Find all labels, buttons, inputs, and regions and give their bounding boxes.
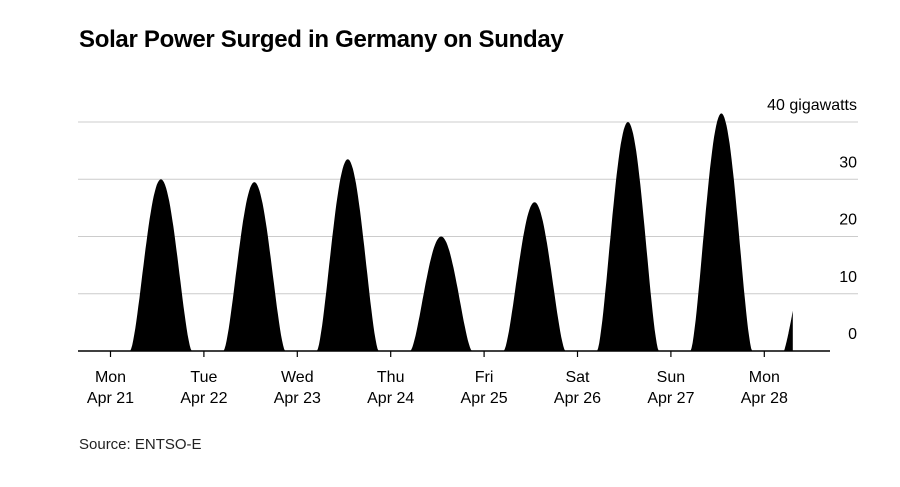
x-tick-label-date: Apr 24 [367, 390, 414, 407]
x-tick-label-date: Apr 28 [741, 390, 788, 407]
y-tick-label-20: 20 [839, 212, 857, 229]
chart-title: Solar Power Surged in Germany on Sunday [79, 26, 564, 53]
solar-area-mon-apr-21 [130, 179, 192, 351]
x-tick-label-weekday: Tue [190, 369, 217, 386]
y-tick-label-10: 10 [839, 269, 857, 286]
y-axis-labels: 0 10 20 30 40 gigawatts [767, 97, 857, 343]
x-axis [78, 350, 830, 357]
x-tick-label-weekday: Thu [377, 369, 405, 386]
x-tick-label-date: Apr 26 [554, 390, 601, 407]
x-axis-labels: Mon Apr 21 Tue Apr 22 Wed Apr 23 Thu Apr 24 Fri A… [87, 369, 788, 407]
y-tick-label-40: 40 gigawatts [767, 97, 857, 114]
x-tick-label-weekday: Mon [95, 369, 126, 386]
solar-area-sat-apr-26 [597, 122, 659, 351]
x-tick-label-date: Apr 21 [87, 390, 134, 407]
solar-area-fri-apr-25 [503, 202, 566, 351]
x-tick-label-date: Apr 25 [461, 390, 508, 407]
solar-area-thu-apr-24 [410, 236, 472, 351]
solar-area-mon-apr-28 [783, 310, 793, 351]
x-tick-label-weekday: Sun [657, 369, 685, 386]
solar-area-tue-apr-22 [223, 182, 286, 351]
x-tick-label-weekday: Fri [475, 369, 494, 386]
x-tick-label-date: Apr 23 [274, 390, 321, 407]
y-tick-label-30: 30 [839, 154, 857, 171]
x-tick-label-date: Apr 27 [647, 390, 694, 407]
solar-output-areas [130, 113, 793, 352]
solar-area-sun-apr-27 [690, 113, 753, 352]
x-tick-label-weekday: Wed [281, 369, 314, 386]
x-tick-label-weekday: Sat [565, 369, 590, 386]
x-tick-label-date: Apr 22 [180, 390, 227, 407]
solar-area-wed-apr-23 [316, 159, 379, 351]
y-tick-label-0: 0 [848, 326, 857, 343]
source-note: Source: ENTSO-E [79, 436, 202, 453]
x-tick-label-weekday: Mon [749, 369, 780, 386]
